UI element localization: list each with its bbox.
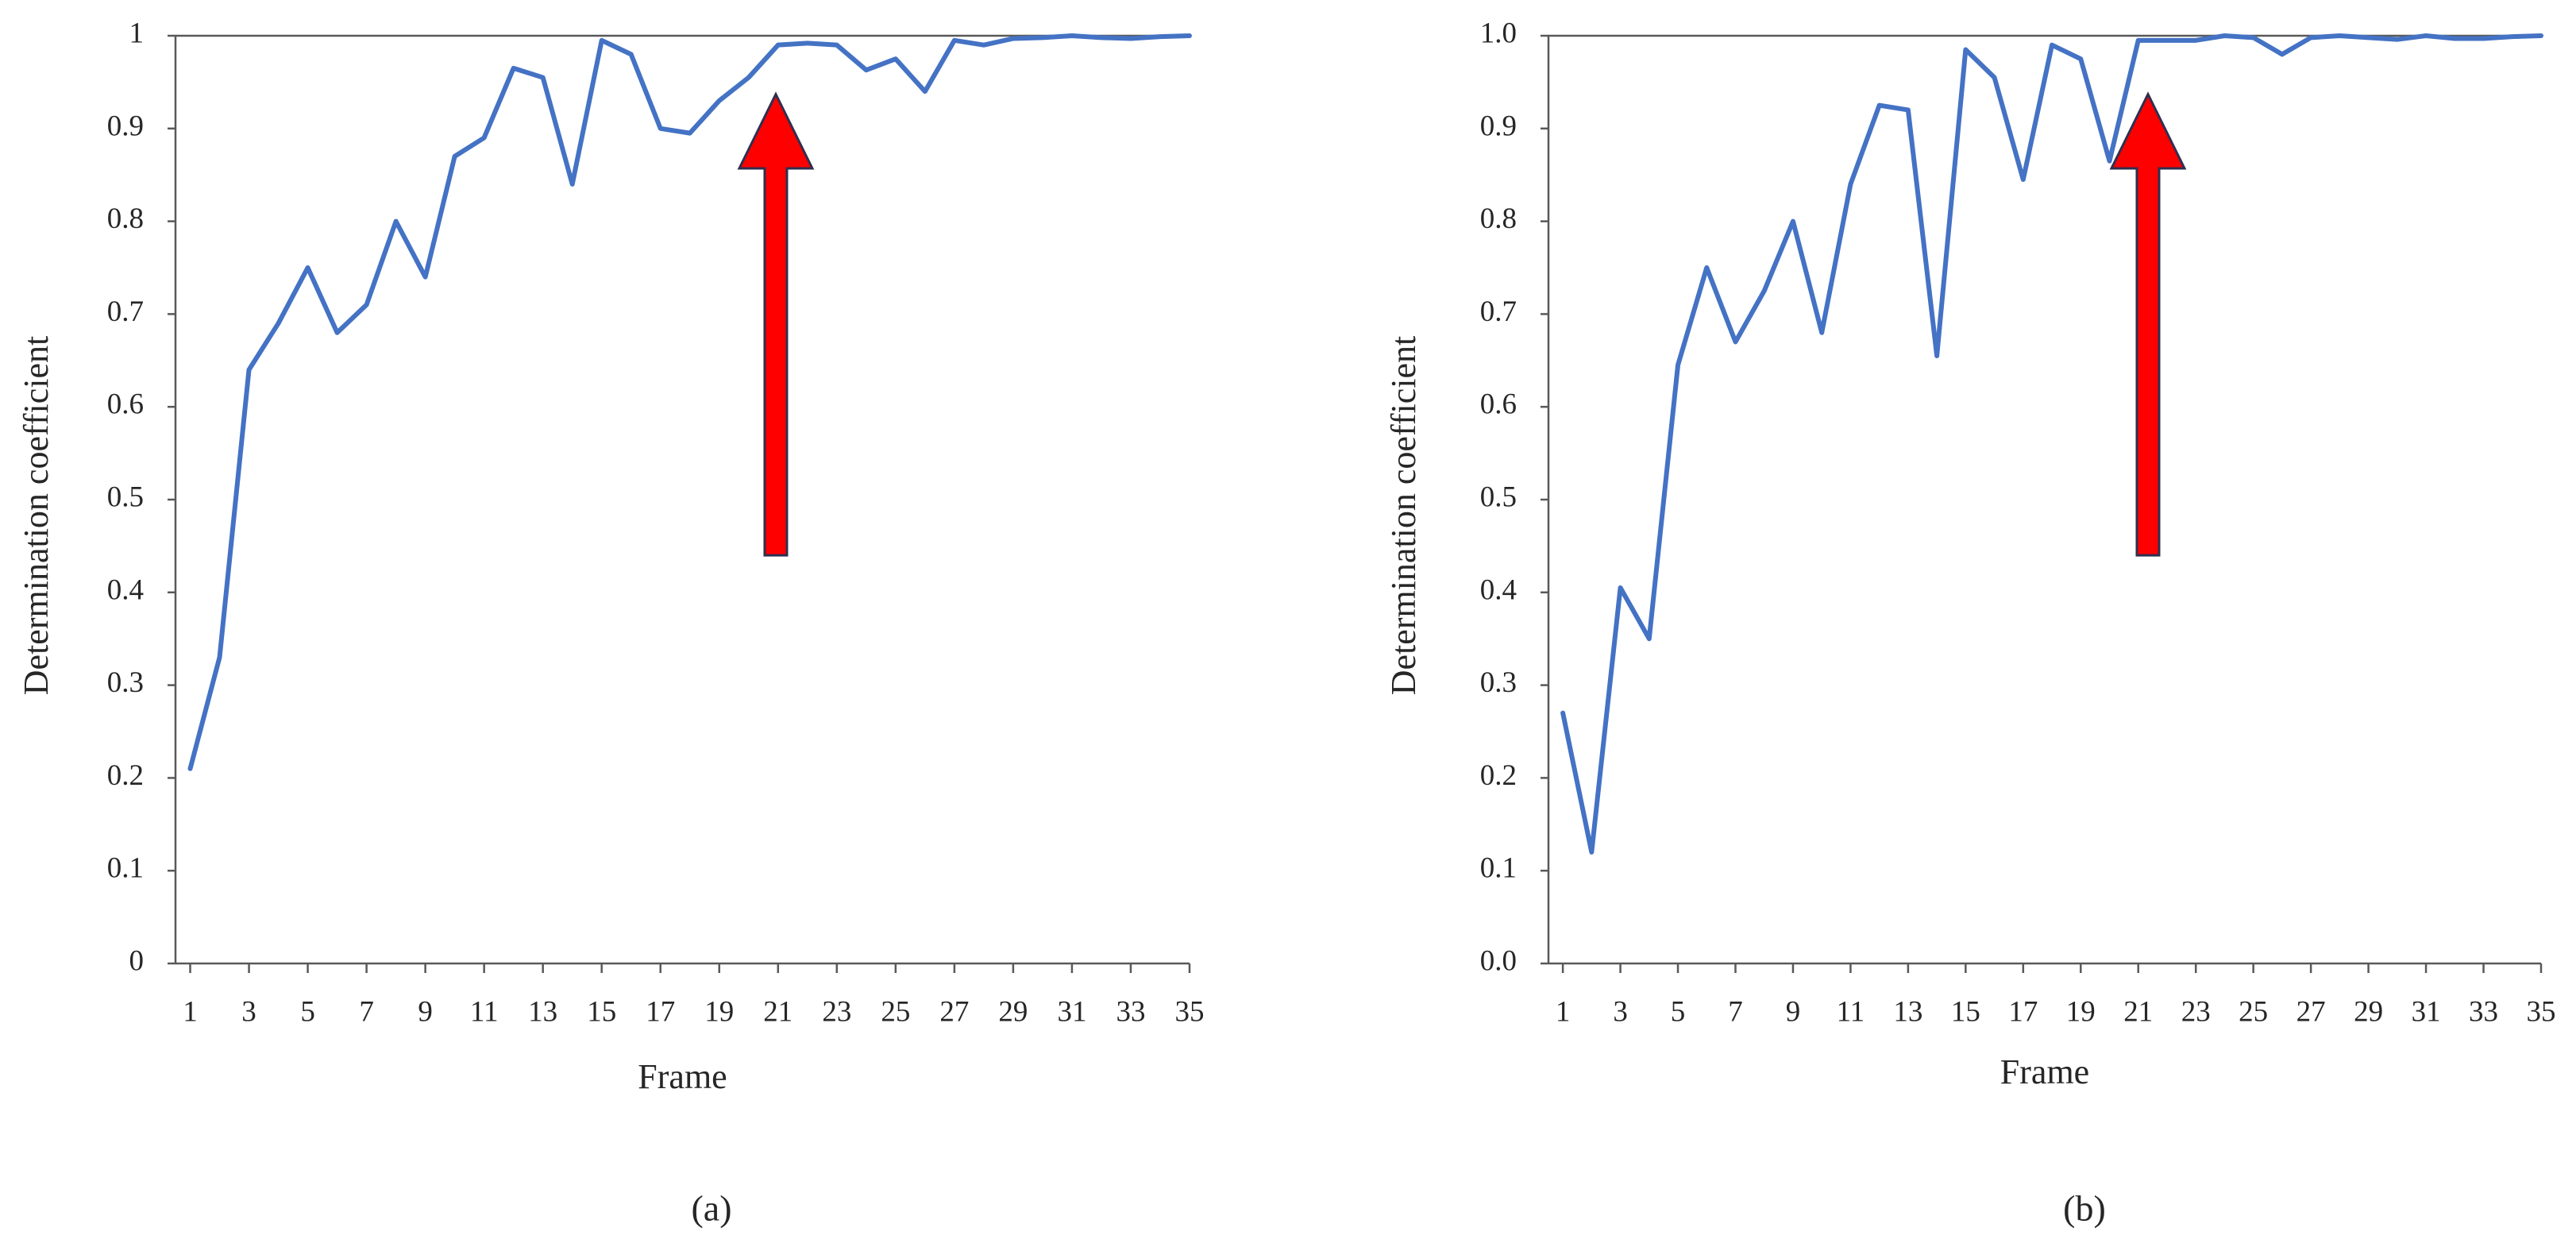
x-axis-title: Frame — [638, 1057, 727, 1096]
y-tick-label: 0.4 — [1480, 573, 1517, 606]
x-tick-label: 13 — [528, 995, 557, 1028]
x-tick-label: 23 — [822, 995, 851, 1028]
x-tick-label: 9 — [1786, 995, 1801, 1028]
x-tick-label: 23 — [2181, 995, 2211, 1028]
x-tick-label: 7 — [1728, 995, 1743, 1028]
annotation-arrow — [2109, 91, 2187, 557]
x-tick-label: 21 — [763, 995, 792, 1028]
y-tick-label: 0.7 — [107, 295, 144, 328]
x-tick-label: 33 — [2469, 995, 2498, 1028]
x-tick-label: 27 — [939, 995, 969, 1028]
annotation-arrow — [737, 91, 815, 557]
x-tick-label: 25 — [881, 995, 910, 1028]
x-tick-label: 1 — [1556, 995, 1571, 1028]
panel-caption: (a) — [691, 1188, 731, 1229]
y-tick-label: 0.1 — [107, 852, 144, 885]
y-tick-label: 0.4 — [107, 573, 144, 606]
y-tick-label: 0 — [129, 944, 145, 977]
x-tick-label: 33 — [1116, 995, 1145, 1028]
x-tick-label: 15 — [587, 995, 616, 1028]
x-tick-label: 11 — [470, 995, 499, 1028]
y-tick-label: 0.1 — [1480, 852, 1517, 885]
y-tick-label: 1.0 — [1480, 17, 1517, 49]
data-line — [187, 33, 1192, 771]
y-tick-label: 0.8 — [1480, 203, 1517, 235]
y-axis-title: Determination coefficient — [17, 336, 56, 695]
x-tick-label: 13 — [1893, 995, 1922, 1028]
y-tick-label: 0.5 — [1480, 481, 1517, 513]
x-tick-label: 25 — [2239, 995, 2268, 1028]
x-tick-label: 29 — [2354, 995, 2383, 1028]
x-axis-title: Frame — [2000, 1052, 2089, 1091]
x-tick-label: 31 — [1057, 995, 1086, 1028]
y-tick-label: 0.0 — [1480, 944, 1517, 977]
panel: 0.00.10.20.30.40.50.60.70.80.91.01 3 5 7 9 11… — [1384, 17, 2555, 1228]
y-tick-label: 0.9 — [1480, 110, 1517, 142]
x-tick-label: 29 — [998, 995, 1028, 1028]
y-tick-label: 1 — [129, 17, 145, 49]
x-tick-label: 17 — [2008, 995, 2038, 1028]
x-tick-label: 35 — [2527, 995, 2556, 1028]
y-tick-label: 0.3 — [1480, 666, 1517, 699]
y-tick-label: 0.2 — [1480, 759, 1517, 792]
x-tick-label: 1 — [183, 995, 198, 1028]
y-tick-label: 0.9 — [107, 110, 144, 142]
data-line — [1560, 33, 2543, 855]
y-tick-label: 0.7 — [1480, 295, 1517, 328]
y-tick-label: 0.2 — [107, 759, 144, 792]
x-tick-label: 31 — [2412, 995, 2441, 1028]
x-tick-label: 5 — [1671, 995, 1686, 1028]
y-tick-label: 0.5 — [107, 481, 144, 513]
x-tick-label: 3 — [1613, 995, 1628, 1028]
y-tick-label: 0.3 — [107, 666, 144, 699]
y-axis-title: Determination coefficient — [1384, 336, 1423, 695]
panel-caption: (b) — [2063, 1188, 2106, 1229]
x-tick-label: 19 — [704, 995, 734, 1028]
y-tick-label: 0.6 — [107, 388, 144, 421]
x-tick-label: 21 — [2123, 995, 2153, 1028]
x-tick-label: 35 — [1175, 995, 1205, 1028]
x-tick-label: 5 — [300, 995, 315, 1028]
panel: 00.10.20.30.40.50.60.70.80.911 3 5 7 9 11 13 15… — [17, 17, 1204, 1228]
x-tick-label: 7 — [359, 995, 374, 1028]
x-tick-label: 3 — [241, 995, 256, 1028]
x-tick-label: 9 — [418, 995, 433, 1028]
x-tick-label: 19 — [2066, 995, 2096, 1028]
x-tick-label: 11 — [1837, 995, 1865, 1028]
x-tick-label: 15 — [1951, 995, 1980, 1028]
y-tick-label: 0.6 — [1480, 388, 1517, 421]
x-tick-label: 27 — [2296, 995, 2326, 1028]
x-tick-label: 17 — [646, 995, 675, 1028]
y-tick-label: 0.8 — [107, 203, 144, 235]
